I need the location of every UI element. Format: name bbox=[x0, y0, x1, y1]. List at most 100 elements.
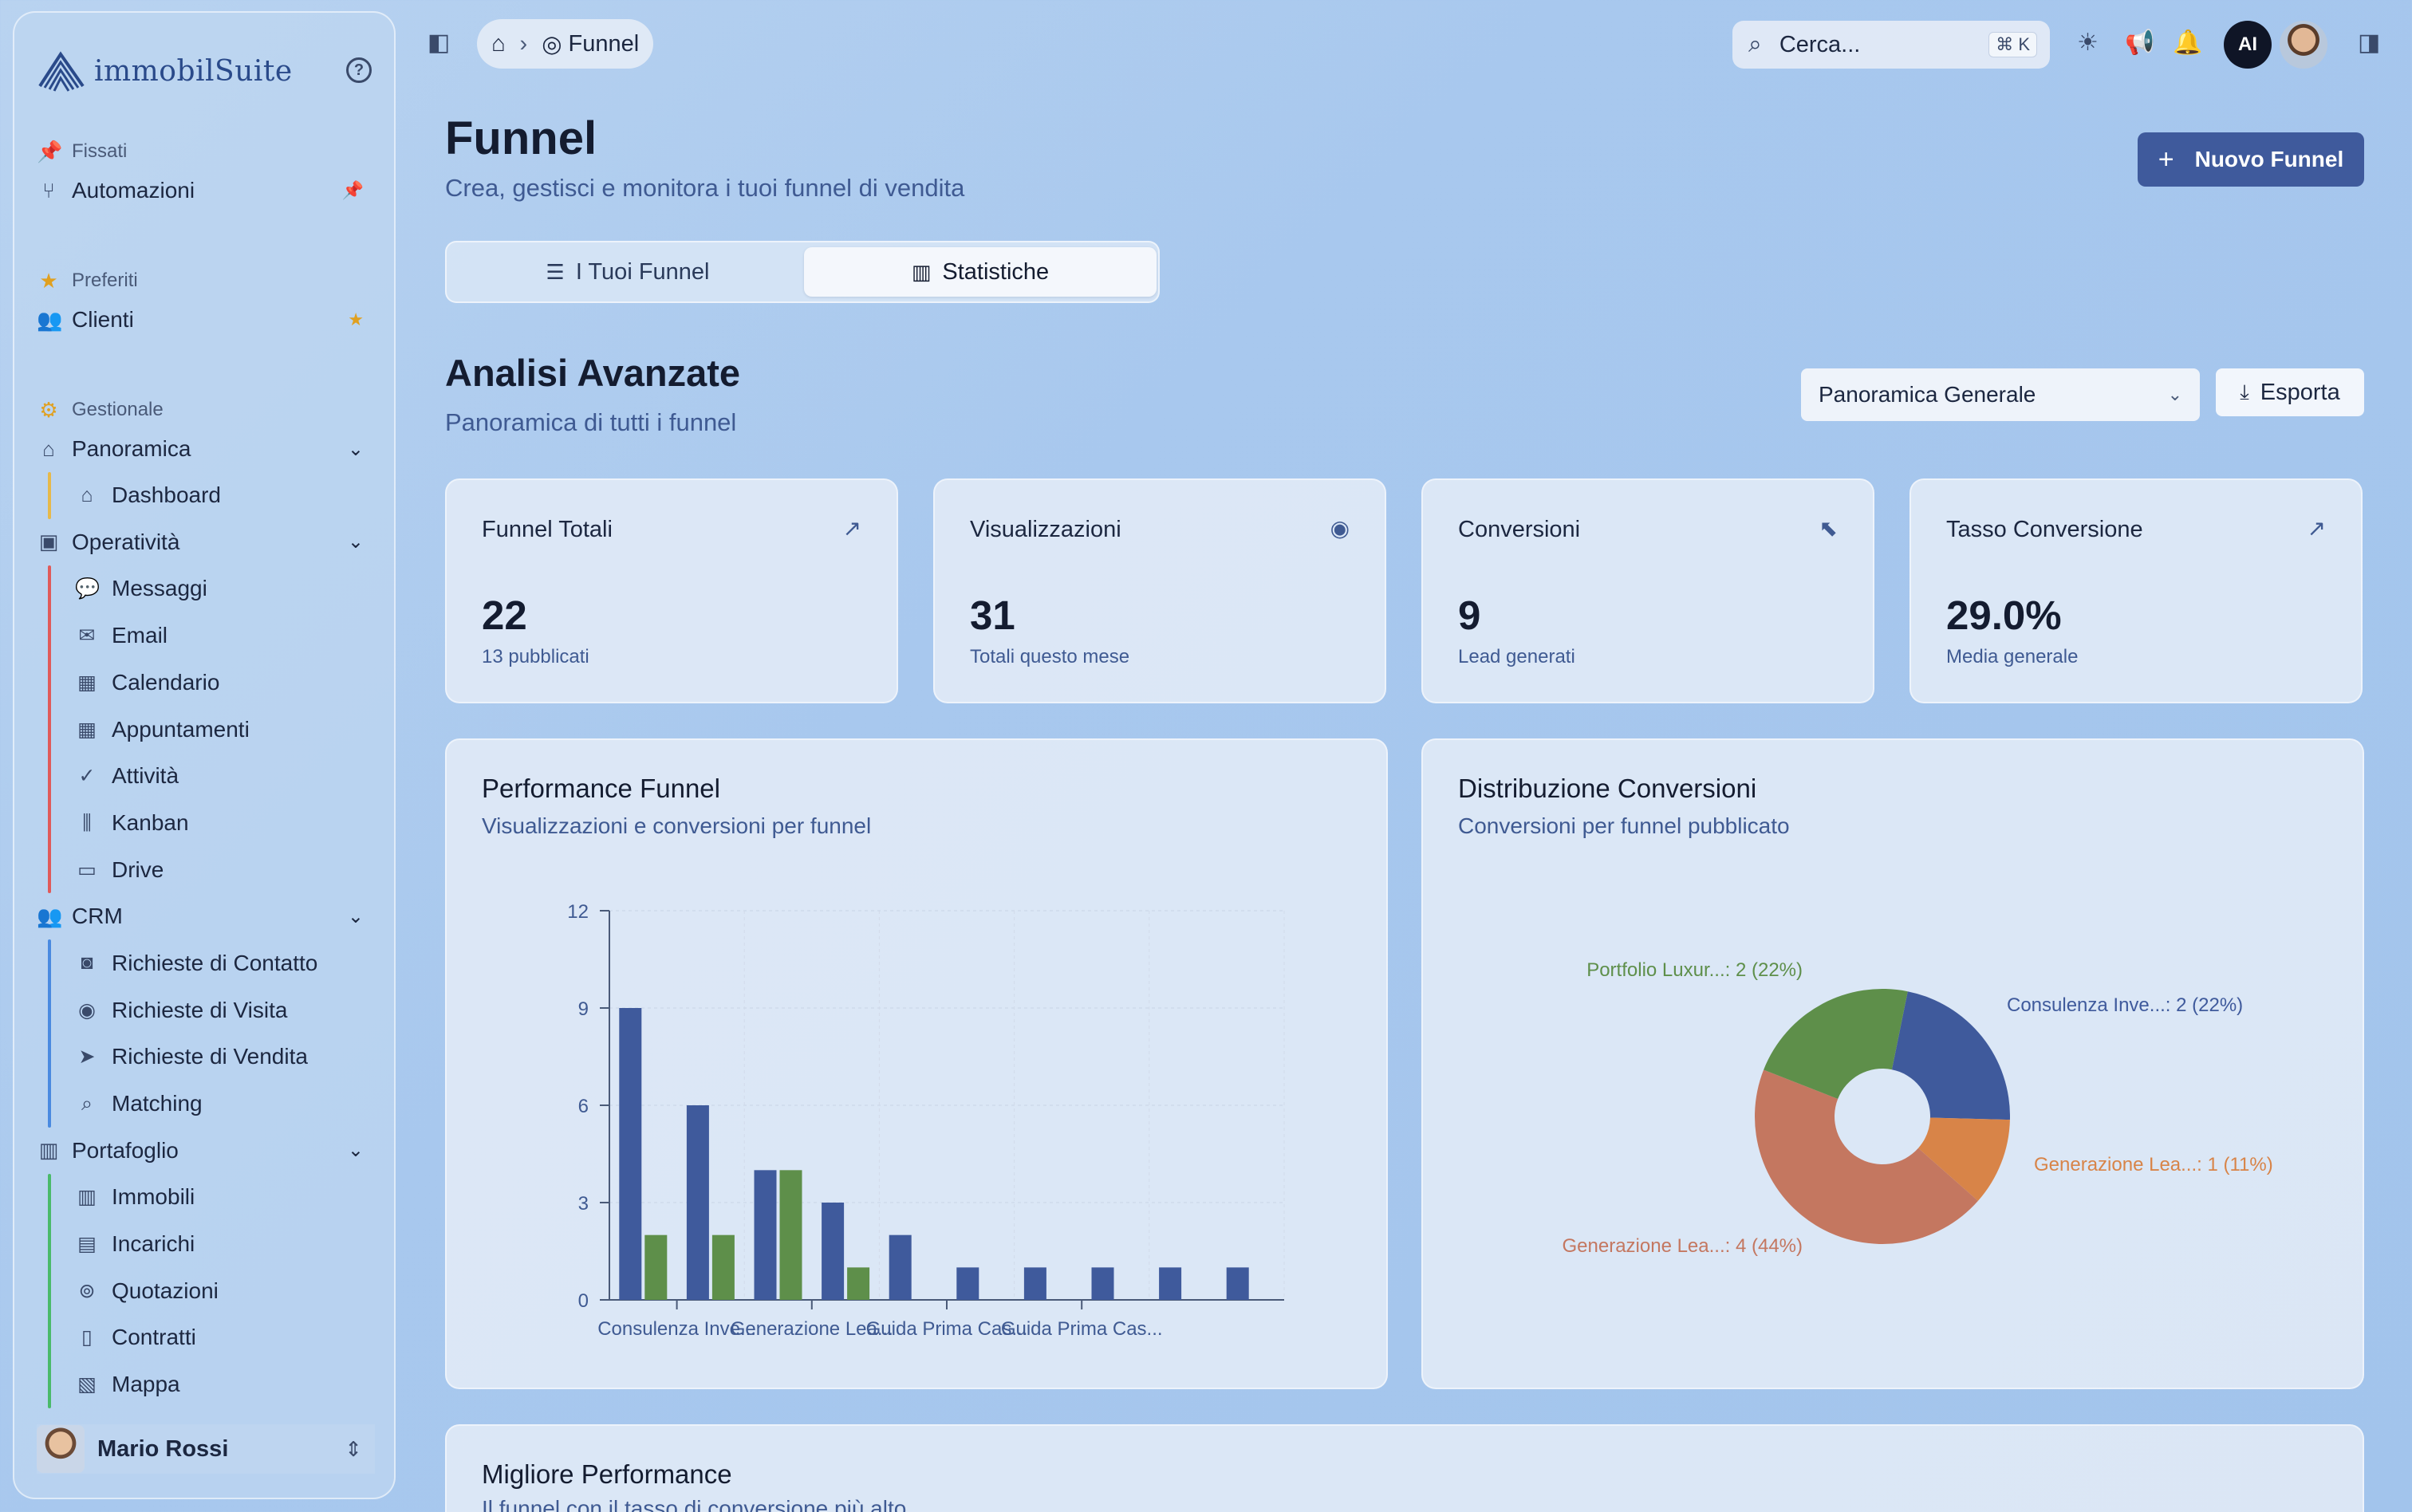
sidebar-item-immobili[interactable]: ▥ Immobili bbox=[37, 1174, 375, 1221]
sidebar-item-label: Incarichi bbox=[112, 1230, 195, 1256]
stat-desc: 13 pubblicati bbox=[482, 646, 589, 667]
mail-icon: ✉ bbox=[78, 624, 96, 647]
sidebar-item-messaggi[interactable]: 💬 Messaggi bbox=[37, 565, 375, 612]
sidebar-item-drive[interactable]: ▭ Drive bbox=[37, 847, 375, 894]
panel-title: Distribuzione Conversioni bbox=[1458, 774, 1757, 803]
help-icon[interactable]: ? bbox=[346, 57, 372, 83]
home-icon: ⌂ bbox=[81, 483, 93, 506]
sidebar-item-incarichi[interactable]: ▤ Incarichi bbox=[37, 1220, 375, 1267]
tab-label: Statistiche bbox=[942, 258, 1050, 285]
bell-icon[interactable]: 🔔 bbox=[2173, 30, 2203, 56]
sidebar-item-calendario[interactable]: ▦ Calendario bbox=[37, 659, 375, 706]
avatar[interactable] bbox=[2280, 21, 2327, 69]
pie-label: Portfolio Luxur...: 2 (22%) bbox=[1586, 959, 1803, 981]
sidebar-item-richieste-contatto[interactable]: ◙ Richieste di Contatto bbox=[37, 939, 375, 986]
sidebar-item-label: Kanban bbox=[112, 810, 189, 836]
sidebar-item-dashboard[interactable]: ⌂ Dashboard bbox=[37, 472, 375, 519]
sidebar-item-mappa[interactable]: ▧ Mappa bbox=[37, 1361, 375, 1408]
tab-funnels[interactable]: ☰ I Tuoi Funnel bbox=[451, 247, 804, 297]
tabs: ☰ I Tuoi Funnel ▥ Statistiche bbox=[445, 241, 1160, 303]
stat-desc: Lead generati bbox=[1458, 646, 1575, 667]
list-icon: ☰ bbox=[546, 259, 565, 284]
bar-chart: 0 3 6 9 12 Consulenza Inve...Generazione Lea.… bbox=[567, 901, 1285, 1340]
sidebar-item-label: Calendario bbox=[112, 669, 220, 695]
git-branch-icon: ⑂ bbox=[42, 178, 55, 203]
stat-card-conversioni: Conversioni ⬉ 9 Lead generati bbox=[1421, 478, 1874, 703]
sidebar-item-automazioni[interactable]: ⑂ Automazioni 📌 bbox=[37, 167, 375, 214]
topbar: ◧ ⌂ › ◎ Funnel ⌕ Cerca... ⌘ K ☀ 📢 🔔 AI ◨ bbox=[407, 11, 2399, 77]
bar-conversions bbox=[711, 1234, 735, 1300]
cursor-click-icon: ⬉ bbox=[1819, 516, 1838, 541]
stat-title: Tasso Conversione bbox=[1946, 517, 2143, 542]
filter-select[interactable]: Panoramica Generale ⌄ bbox=[1801, 368, 2200, 421]
tab-label: I Tuoi Funnel bbox=[575, 258, 710, 285]
pinned-title: 📌 Fissati bbox=[37, 136, 375, 167]
megaphone-icon[interactable]: 📢 bbox=[2125, 30, 2155, 56]
sidebar-toggle-icon[interactable]: ◧ bbox=[428, 30, 451, 56]
pie-label: Generazione Lea...: 4 (44%) bbox=[1562, 1235, 1803, 1257]
sidebar-item-kanban[interactable]: ⫼ Kanban bbox=[37, 800, 375, 847]
chevron-down-icon: ⌄ bbox=[2167, 384, 2182, 404]
breadcrumb-current[interactable]: Funnel bbox=[568, 30, 640, 57]
search-input[interactable]: ⌕ Cerca... ⌘ K bbox=[1732, 21, 2050, 69]
best-performance-panel: Migliore Performance Il funnel con il ta… bbox=[445, 1424, 2364, 1512]
section-subtitle: Panoramica di tutti i funnel bbox=[445, 408, 737, 436]
sidebar-item-quotazioni[interactable]: ⊚ Quotazioni bbox=[37, 1267, 375, 1314]
sidebar-item-richieste-visita[interactable]: ◉ Richieste di Visita bbox=[37, 986, 375, 1034]
stat-card-visualizzazioni: Visualizzazioni ◉ 31 Totali questo mese bbox=[933, 478, 1386, 703]
trending-up-icon: ↗ bbox=[2307, 516, 2326, 541]
x-tick-label: Guida Prima Cas... bbox=[1001, 1318, 1163, 1340]
panel-right-icon[interactable]: ◨ bbox=[2358, 30, 2381, 56]
building-icon: ▥ bbox=[77, 1185, 97, 1208]
sun-icon[interactable]: ☀ bbox=[2077, 30, 2099, 56]
sidebar-item-matching[interactable]: ⌕ Matching bbox=[37, 1081, 375, 1128]
export-button[interactable]: ⤓ Esporta bbox=[2216, 368, 2364, 416]
star-icon[interactable]: ★ bbox=[348, 309, 364, 329]
pie-label: Consulenza Inve...: 2 (22%) bbox=[2007, 994, 2243, 1016]
stat-value: 29.0% bbox=[1946, 593, 2062, 638]
logo[interactable]: immobilSuite ? bbox=[37, 41, 372, 100]
calendar-icon: ▦ bbox=[77, 718, 97, 741]
sidebar-item-appuntamenti[interactable]: ▦ Appuntamenti bbox=[37, 706, 375, 753]
trending-up-icon: ↗ bbox=[842, 516, 861, 541]
logo-icon bbox=[38, 51, 85, 92]
tab-statistics[interactable]: ▥ Statistiche bbox=[804, 247, 1157, 297]
sidebar-item-label: Appuntamenti bbox=[112, 716, 250, 742]
stat-card-funnel-totali: Funnel Totali ↗ 22 13 pubblicati bbox=[445, 478, 898, 703]
ai-assistant-avatar[interactable]: AI bbox=[2224, 21, 2272, 69]
sidebar-item-richieste-vendita[interactable]: ➤ Richieste di Vendita bbox=[37, 1034, 375, 1081]
hard-drive-icon: ▭ bbox=[77, 858, 97, 881]
sidebar-item-label: Quotazioni bbox=[112, 1278, 219, 1303]
calendar-icon: ▦ bbox=[77, 671, 97, 694]
sidebar-group-panoramica[interactable]: ⌂ Panoramica ⌄ bbox=[37, 426, 375, 472]
sidebar-item-label: Clienti bbox=[72, 307, 134, 332]
bar-views bbox=[956, 1267, 979, 1300]
pie-slice bbox=[1755, 1069, 1978, 1244]
management-section: ⚙ Gestionale ⌂ Panoramica ⌄ ⌂ Dashboard … bbox=[37, 394, 375, 1408]
home-icon[interactable]: ⌂ bbox=[491, 30, 506, 57]
pie-label: Generazione Lea...: 1 (11%) bbox=[2034, 1154, 2273, 1175]
avatar bbox=[37, 1425, 85, 1473]
target-icon: ◎ bbox=[542, 31, 562, 57]
sidebar-item-label: Email bbox=[112, 622, 168, 648]
building-icon: ▥ bbox=[38, 1138, 59, 1163]
sidebar-item-label: Immobili bbox=[112, 1183, 195, 1209]
sidebar-item-label: Portafoglio bbox=[72, 1137, 179, 1163]
sidebar-item-clienti[interactable]: 👥 Clienti ★ bbox=[37, 297, 375, 343]
sidebar-item-contratti[interactable]: ▯ Contratti bbox=[37, 1314, 375, 1361]
send-icon: ➤ bbox=[78, 1045, 96, 1069]
sidebar-group-crm[interactable]: 👥 CRM ⌄ bbox=[37, 893, 375, 939]
sidebar-item-email[interactable]: ✉ Email bbox=[37, 612, 375, 660]
sidebar-group-operativita[interactable]: ▣ Operatività ⌄ bbox=[37, 519, 375, 565]
pie-slice bbox=[1917, 1117, 2010, 1201]
stat-desc: Totali questo mese bbox=[970, 646, 1130, 667]
sidebar-item-label: Messaggi bbox=[112, 576, 207, 601]
sidebar-group-portafoglio[interactable]: ▥ Portafoglio ⌄ bbox=[37, 1128, 375, 1174]
sidebar-item-attivita[interactable]: ✓ Attività bbox=[37, 753, 375, 800]
new-funnel-button[interactable]: + Nuovo Funnel bbox=[2138, 132, 2364, 187]
bar-conversions bbox=[847, 1267, 870, 1300]
user-menu[interactable]: Mario Rossi ⇕ bbox=[37, 1424, 375, 1474]
y-tick-label: 12 bbox=[567, 901, 589, 923]
pin-icon[interactable]: 📌 bbox=[341, 180, 364, 200]
x-tick-label: Guida Prima Cas... bbox=[866, 1318, 1028, 1340]
